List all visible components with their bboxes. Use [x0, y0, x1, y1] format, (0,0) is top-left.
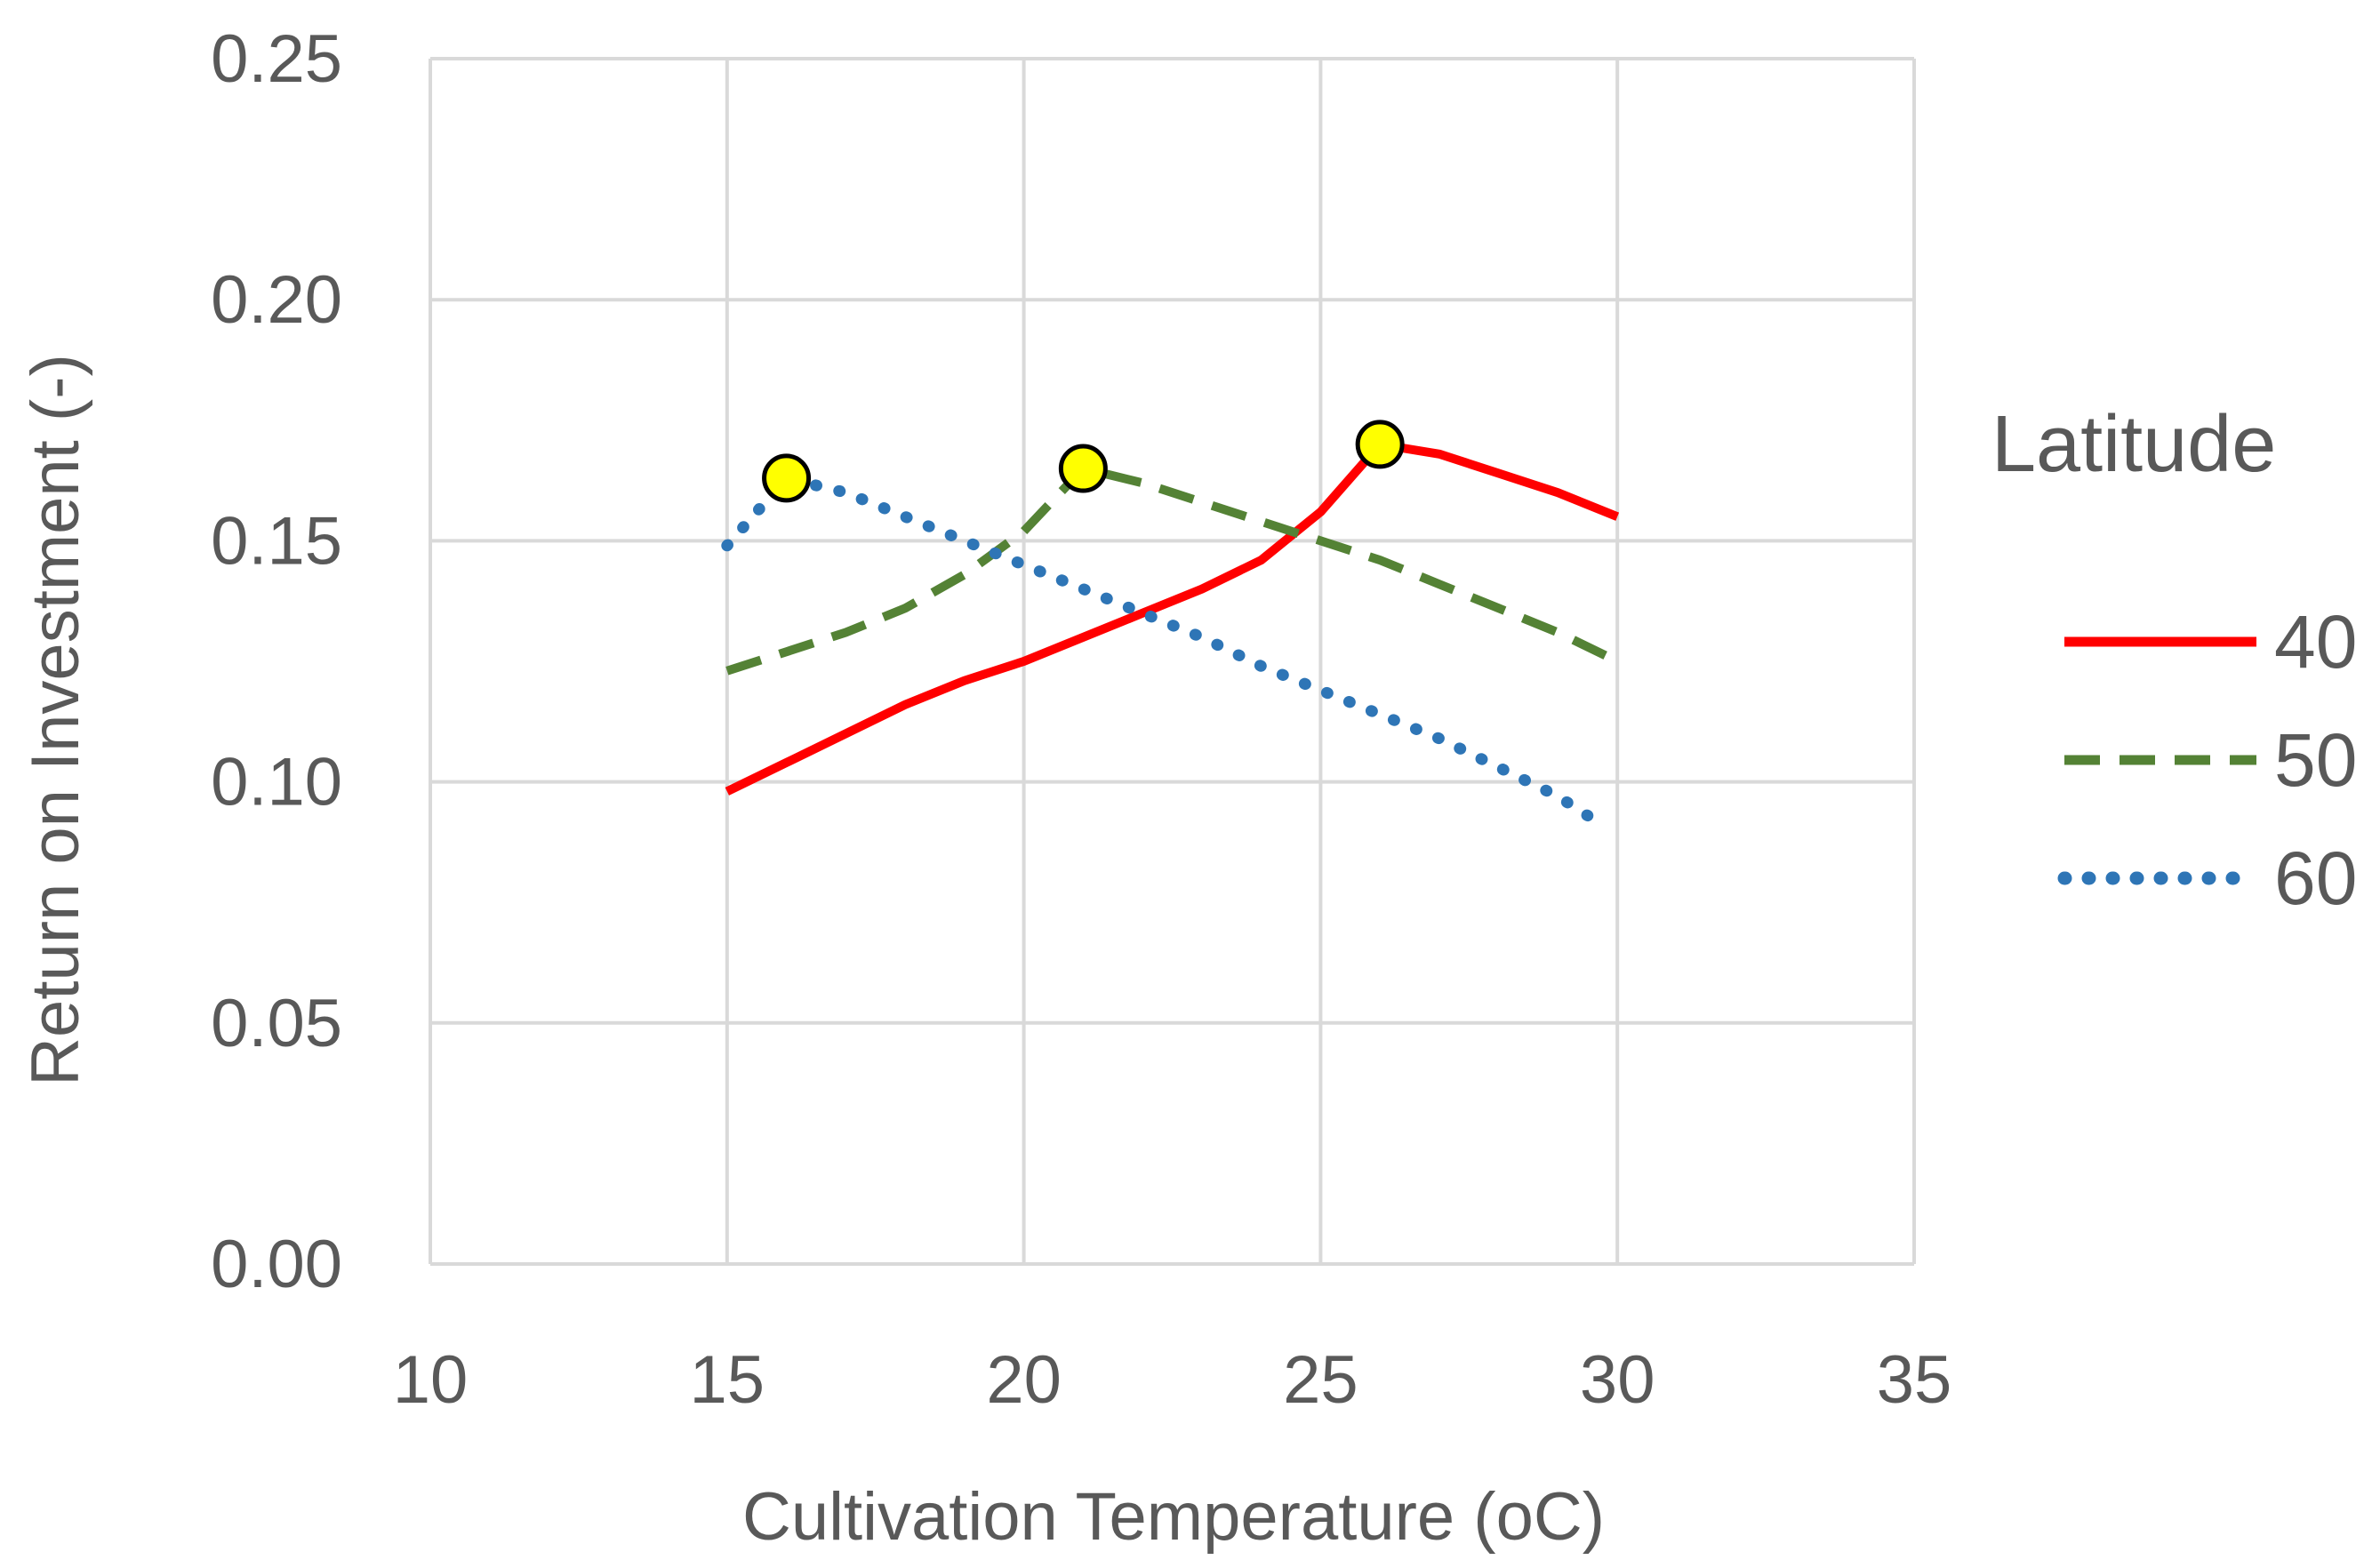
legend: Latitude 40 50 60: [1991, 400, 2357, 920]
series-lines: [721, 439, 1620, 822]
y-tick-label: 0.20: [211, 262, 342, 338]
x-tick-label: 35: [1877, 1342, 1952, 1418]
legend-title: Latitude: [1991, 400, 2276, 489]
x-tick-label: 25: [1283, 1342, 1358, 1418]
optimum-markers: [762, 420, 1405, 503]
legend-label-60: 60: [2274, 836, 2357, 920]
series-line-50: [725, 464, 1620, 676]
legend-label-40: 40: [2274, 600, 2357, 684]
x-tick-label: 15: [690, 1342, 765, 1418]
x-tick-label: 10: [393, 1342, 469, 1418]
x-axis-title: Cultivation Temperature (oC): [742, 1479, 1605, 1555]
grid: [429, 57, 1916, 1266]
optimum-marker-50: [1058, 444, 1108, 493]
y-axis-title: Return on Investment (-): [18, 354, 93, 1086]
series-line-40: [725, 439, 1620, 796]
y-tick-label: 0.05: [211, 986, 342, 1061]
x-tick-label: 30: [1580, 1342, 1655, 1418]
x-tick-labels: 10 15 20 25 30 35: [393, 1342, 1952, 1418]
y-tick-labels: 0.00 0.05 0.10 0.15 0.20 0.25: [211, 21, 342, 1302]
y-tick-label: 0.00: [211, 1227, 342, 1302]
optimum-marker-60: [762, 453, 812, 503]
y-tick-label: 0.10: [211, 745, 342, 820]
legend-label-50: 50: [2274, 718, 2357, 802]
y-tick-label: 0.25: [211, 21, 342, 97]
series-line-60: [721, 472, 1594, 822]
optimum-marker-40: [1355, 420, 1405, 469]
y-tick-label: 0.15: [211, 503, 342, 579]
x-tick-label: 20: [986, 1342, 1062, 1418]
